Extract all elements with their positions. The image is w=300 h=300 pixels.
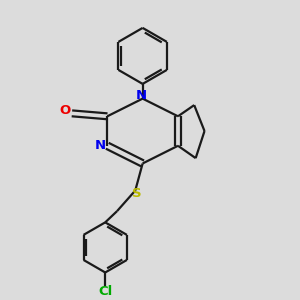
Text: Cl: Cl bbox=[98, 284, 112, 298]
Text: S: S bbox=[132, 187, 142, 200]
Text: O: O bbox=[60, 104, 71, 118]
Text: N: N bbox=[94, 139, 106, 152]
Text: N: N bbox=[136, 88, 147, 102]
